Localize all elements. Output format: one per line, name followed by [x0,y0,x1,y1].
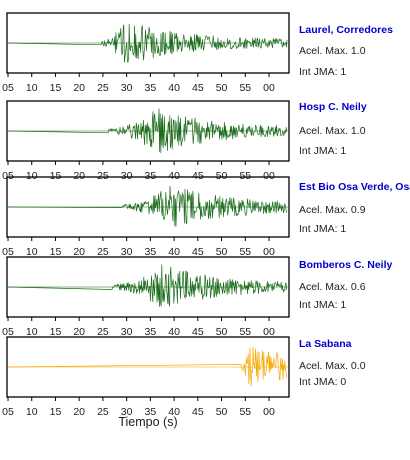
panel-3-tick-label: 45 [192,246,204,258]
panel-2-tick-label: 45 [192,170,204,182]
panel-2-tick-label: 20 [73,170,85,182]
panel-1-station-name: Laurel, Corredores [299,24,393,36]
panel-2-tick-label: 50 [216,170,228,182]
panel-1-tick-label: 10 [26,82,38,94]
panel-3-tick-label: 50 [216,246,228,258]
panel-3-tick-label: 15 [50,246,62,258]
panel-3-tick-label: 05 [2,246,14,258]
panel-3: 05 10 15 20 25 30 35 40 45 50 55 00 Est Bio Osa Ver… [2,176,410,258]
panel-2-frame [6,100,290,162]
panel-3-trace [7,185,288,227]
panel-4-tick-label: 05 [2,326,14,338]
panel-1-tick-label: 40 [168,82,180,94]
panel-2-int-jma: Int JMA: 1 [299,145,346,157]
panel-5-ticks: 05 10 15 20 25 30 35 40 45 50 55 00 [2,397,275,418]
panel-5-tick-label: 20 [73,406,85,418]
panel-1-tick-label: 50 [216,82,228,94]
panel-5-tick-label: 00 [263,406,275,418]
panel-2-tick-label: 10 [26,170,38,182]
panel-3-ticks: 05 10 15 20 25 30 35 40 45 50 55 00 [2,237,275,258]
panel-1-tick-label: 35 [145,82,157,94]
panel-3-tick-label: 30 [121,246,133,258]
panel-2-tick-label: 15 [50,170,62,182]
panel-4-trace [7,264,287,307]
panel-4-tick-label: 55 [239,326,251,338]
panel-1-acel-max: Acel. Max. 1.0 [299,45,366,57]
panel-5-tick-label: 40 [168,406,180,418]
x-axis-title: Tiempo (s) [118,415,177,429]
panel-2-tick-label: 30 [121,170,133,182]
panel-4-tick-label: 15 [50,326,62,338]
panel-4-int-jma: Int JMA: 1 [299,299,346,311]
panel-1-int-jma: Int JMA: 1 [299,66,346,78]
panel-1-tick-label: 15 [50,82,62,94]
panel-1-tick-label: 30 [121,82,133,94]
panel-5-tick-label: 10 [26,406,38,418]
panel-3-tick-label: 55 [239,246,251,258]
panel-1-tick-label: 20 [73,82,85,94]
panel-4-acel-max: Acel. Max. 0.6 [299,281,366,293]
panel-2-tick-label: 00 [263,170,275,182]
panel-4-tick-label: 40 [168,326,180,338]
panel-4-tick-label: 20 [73,326,85,338]
panel-3-tick-label: 35 [145,246,157,258]
panel-5-frame [6,336,290,398]
panel-2-acel-max: Acel. Max. 1.0 [299,125,366,137]
panel-4-tick-label: 35 [145,326,157,338]
panel-4: 05 10 15 20 25 30 35 40 45 50 55 00 Bomberos C. Nei… [2,256,393,338]
panel-4-station-name: Bomberos C. Neily [299,259,393,271]
panel-5-tick-label: 30 [121,406,133,418]
panel-2-station-name: Hosp C. Neily [299,101,367,113]
panel-5-acel-max: Acel. Max. 0.0 [299,360,366,372]
panel-5-tick-label: 35 [145,406,157,418]
panel-2-tick-label: 55 [239,170,251,182]
panel-1-tick-label: 55 [239,82,251,94]
panel-5-tick-label: 15 [50,406,62,418]
panel-1: 05 10 15 20 25 30 35 40 45 50 55 00 Laurel, Corredo… [2,12,393,94]
panel-1-ticks: 05 10 15 20 25 30 35 40 45 50 55 00 [2,73,275,94]
panel-5-tick-label: 25 [97,406,109,418]
panel-2-ticks: 05 10 15 20 25 30 35 40 45 50 55 00 [2,161,275,182]
panel-3-tick-label: 00 [263,246,275,258]
panel-4-ticks: 05 10 15 20 25 30 35 40 45 50 55 00 [2,317,275,338]
panel-1-tick-label: 05 [2,82,14,94]
panel-5-tick-label: 05 [2,406,14,418]
panel-2-tick-label: 05 [2,170,14,182]
panel-3-acel-max: Acel. Max. 0.9 [299,204,366,216]
panel-3-tick-label: 40 [168,246,180,258]
panel-4-tick-label: 00 [263,326,275,338]
panel-4-tick-label: 30 [121,326,133,338]
panel-3-tick-label: 25 [97,246,109,258]
panel-1-trace [7,23,288,63]
panel-1-frame [6,12,290,74]
panel-4-tick-label: 50 [216,326,228,338]
panel-3-int-jma: Int JMA: 1 [299,223,346,235]
panel-1-tick-label: 00 [263,82,275,94]
panel-4-tick-label: 10 [26,326,38,338]
panel-2-tick-label: 35 [145,170,157,182]
panel-5: 05 10 15 20 25 30 35 40 45 50 55 00 La Sabana Acel.… [2,336,366,418]
panel-3-frame [6,176,290,238]
panel-2: 05 10 15 20 25 30 35 40 45 50 55 00 Hosp C. Neily A… [2,100,367,182]
panel-5-tick-label: 45 [192,406,204,418]
panel-1-tick-label: 45 [192,82,204,94]
panel-5-station-name: La Sabana [299,338,352,350]
panel-3-tick-label: 20 [73,246,85,258]
panel-4-tick-label: 25 [97,326,109,338]
panel-2-tick-label: 25 [97,170,109,182]
panel-4-frame [6,256,290,318]
panel-5-int-jma: Int JMA: 0 [299,376,346,388]
panel-1-tick-label: 25 [97,82,109,94]
panel-5-tick-label: 55 [239,406,251,418]
panel-3-tick-label: 10 [26,246,38,258]
panel-2-tick-label: 40 [168,170,180,182]
panel-2-trace [7,108,288,154]
panel-3-station-name: Est Bio Osa Verde, Osa [299,181,410,193]
panel-5-tick-label: 50 [216,406,228,418]
panel-5-trace [7,346,287,387]
panel-4-tick-label: 45 [192,326,204,338]
